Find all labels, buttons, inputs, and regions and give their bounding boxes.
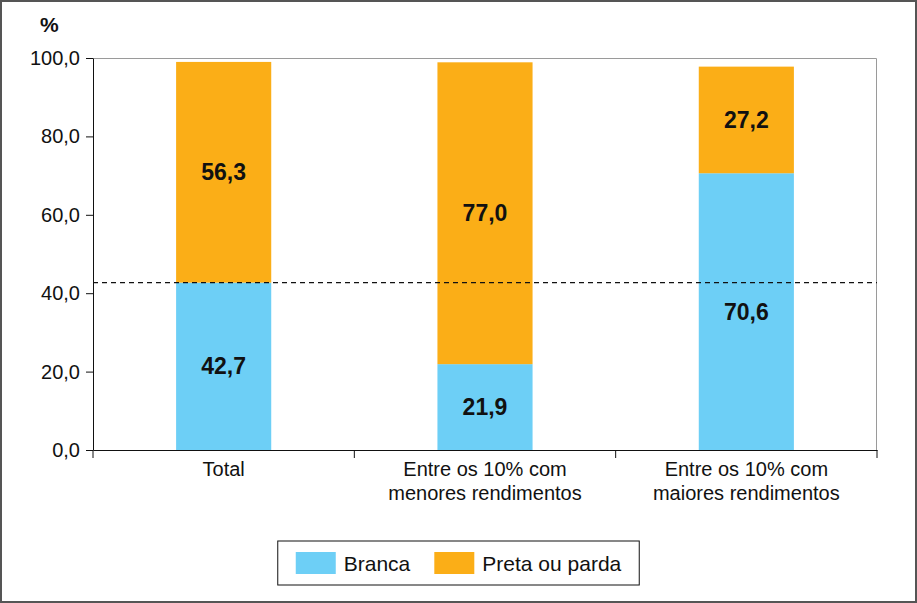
legend-box [278,541,639,585]
x-axis-line [94,450,878,451]
data-labels: 42,7 56,3 21,9 77,0 70,6 27,2 [201,107,768,420]
y-tick: 20,0 [41,361,93,383]
legend-label: Preta ou parda [482,552,621,575]
data-label: 56,3 [201,159,246,185]
plot-frame [93,59,877,451]
y-axis-label: % [40,13,59,36]
category-separator [877,450,878,458]
plot: 42,7 56,3 21,9 77,0 70,6 27,2 0,0 20,0 40,0 60,0 8… [30,47,878,504]
y-tick-label: 80,0 [41,125,80,147]
x-tick: Total [203,450,245,480]
y-tick-mark [86,293,93,294]
x-tick-label: Entre os 10% commenores rendimentos [388,458,581,504]
data-label: 70,6 [724,299,769,325]
y-tick-label: 60,0 [41,204,80,226]
legend: Branca Preta ou parda [278,541,639,585]
outer-border [1,1,916,602]
data-label: 21,9 [463,394,508,420]
category-separator [93,450,94,458]
y-tick-mark [86,450,93,451]
category-separator [615,450,616,458]
bar-segment [699,173,794,450]
y-tick: 60,0 [41,204,93,226]
y-tick: 0,0 [52,439,93,461]
y-axis-line [93,59,94,451]
bar-segment [437,364,532,450]
x-tick-label: Total [203,458,245,480]
y-axis: 0,0 20,0 40,0 60,0 80,0 100,0 [30,47,94,461]
data-label: 42,7 [201,353,246,379]
x-tick-label: Entre os 10% commaiores rendimentos [653,458,840,504]
chart: 42,7 56,3 21,9 77,0 70,6 27,2 0,0 20,0 40,0 60,0 8… [0,0,917,603]
bar-segment [437,62,532,364]
y-tick-mark [86,136,93,137]
y-tick-mark [86,58,93,59]
reference-line [93,282,877,283]
y-tick-label: 20,0 [41,361,80,383]
x-axis: Total Entre os 10% commenores rendimentos… [93,450,878,504]
y-tick-label: 0,0 [52,439,80,461]
y-tick-mark [86,372,93,373]
bar-segment [699,67,794,174]
y-tick-label: 100,0 [30,47,80,69]
data-label: 77,0 [463,200,508,226]
y-tick-mark [86,215,93,216]
data-label: 27,2 [724,107,769,133]
bar-segment [176,62,271,283]
y-tick-label: 40,0 [41,282,80,304]
y-tick: 100,0 [30,47,93,69]
bars [93,62,877,450]
category-separator [354,450,355,458]
bar-segment [176,283,271,450]
legend-swatch [434,552,474,574]
y-tick: 80,0 [41,125,93,147]
y-tick: 40,0 [41,282,93,304]
x-tick: Entre os 10% commaiores rendimentos [653,450,840,504]
x-tick: Entre os 10% commenores rendimentos [388,450,581,504]
legend-swatch [296,552,336,574]
legend-label: Branca [344,552,411,575]
